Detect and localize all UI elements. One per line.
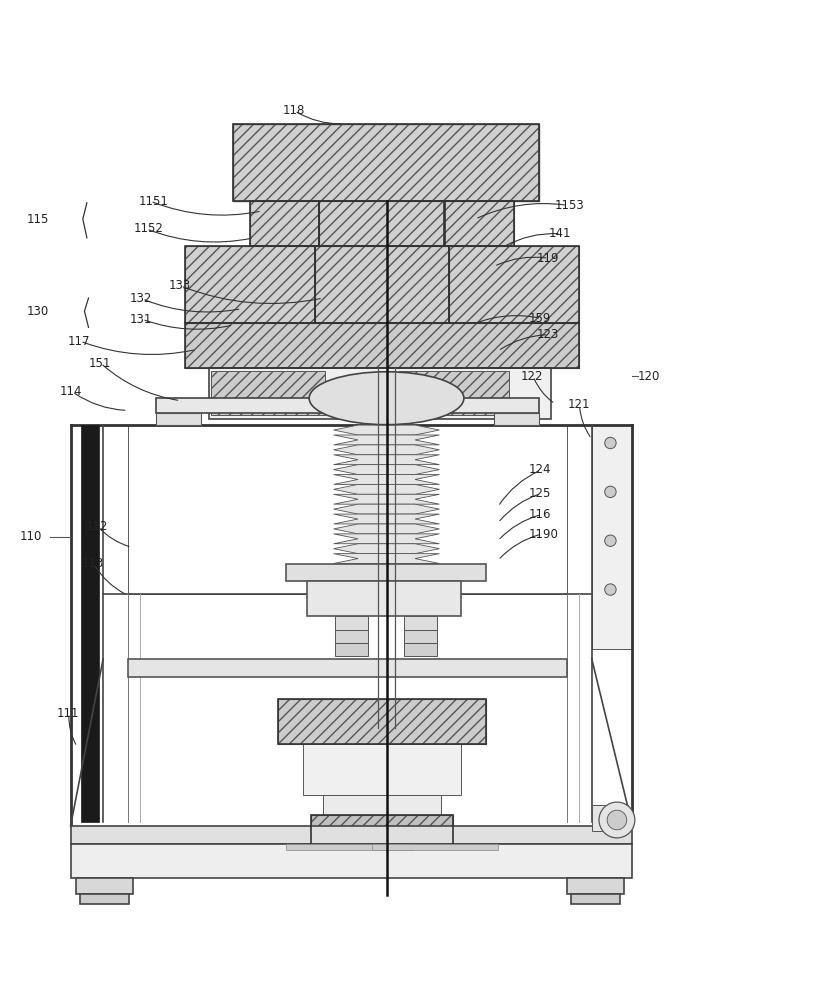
Bar (592, 805, 628, 831)
Bar (185, 246, 315, 323)
Polygon shape (333, 484, 440, 494)
Bar (323, 795, 441, 815)
Text: 113: 113 (81, 557, 104, 570)
Text: 121: 121 (567, 398, 590, 411)
Polygon shape (333, 524, 440, 534)
Bar (372, 844, 498, 850)
Bar (315, 246, 449, 323)
Text: 132: 132 (130, 292, 153, 305)
Bar (571, 894, 620, 904)
Text: 130: 130 (26, 305, 49, 318)
Bar (449, 246, 579, 323)
Text: 122: 122 (521, 370, 543, 383)
Bar (399, 371, 509, 415)
Bar (70, 844, 632, 878)
Text: 131: 131 (130, 313, 153, 326)
Text: 118: 118 (283, 104, 305, 117)
Polygon shape (333, 504, 440, 514)
Polygon shape (333, 445, 440, 455)
Bar (80, 894, 129, 904)
Bar (319, 201, 445, 246)
Bar (404, 630, 437, 643)
Bar (279, 699, 486, 744)
Text: 119: 119 (536, 252, 559, 265)
Bar (335, 616, 368, 630)
Polygon shape (333, 544, 440, 554)
Bar (567, 878, 624, 894)
Bar (302, 744, 462, 795)
Circle shape (599, 802, 635, 838)
Bar (310, 815, 453, 849)
Text: 1190: 1190 (529, 528, 559, 541)
Text: 141: 141 (548, 227, 571, 240)
Polygon shape (333, 554, 440, 564)
Bar (444, 201, 514, 246)
Bar (185, 246, 315, 323)
Polygon shape (333, 465, 440, 475)
Polygon shape (333, 494, 440, 504)
Bar (209, 368, 551, 419)
Text: 1153: 1153 (555, 199, 585, 212)
Bar (404, 643, 437, 656)
Bar (315, 246, 449, 323)
Circle shape (605, 486, 616, 498)
Bar (234, 124, 538, 201)
Bar (592, 425, 632, 649)
Bar (250, 201, 319, 246)
Text: 114: 114 (60, 385, 83, 398)
Text: 151: 151 (88, 357, 111, 370)
Ellipse shape (309, 372, 464, 425)
Polygon shape (333, 514, 440, 524)
Bar (156, 398, 538, 413)
Text: 124: 124 (529, 463, 551, 476)
Bar (404, 616, 437, 630)
Circle shape (607, 810, 627, 830)
Text: 1151: 1151 (138, 195, 168, 208)
Bar (279, 699, 486, 744)
Bar (449, 246, 579, 323)
Bar (70, 826, 632, 844)
Bar (212, 371, 325, 415)
Bar (494, 413, 538, 425)
Bar (156, 413, 201, 425)
Polygon shape (333, 425, 440, 435)
Text: 111: 111 (56, 707, 79, 720)
Text: 115: 115 (26, 213, 49, 226)
Circle shape (605, 437, 616, 449)
Polygon shape (333, 475, 440, 484)
Bar (234, 124, 538, 201)
Polygon shape (333, 534, 440, 544)
Text: 120: 120 (638, 370, 660, 383)
Text: 110: 110 (20, 530, 42, 543)
Bar (306, 581, 462, 616)
Text: 125: 125 (529, 487, 551, 500)
Circle shape (605, 584, 616, 595)
Text: 133: 133 (168, 279, 190, 292)
Bar (444, 201, 514, 246)
Text: 112: 112 (85, 520, 108, 533)
Bar (335, 630, 368, 643)
Bar (76, 878, 133, 894)
Text: 159: 159 (529, 312, 551, 325)
Bar (127, 659, 567, 677)
Bar (319, 201, 445, 246)
Text: 123: 123 (536, 328, 559, 341)
Bar (185, 323, 579, 368)
Bar (127, 425, 567, 594)
Text: 1152: 1152 (134, 222, 164, 235)
Bar (335, 643, 368, 656)
Bar (287, 844, 413, 850)
Polygon shape (333, 435, 440, 445)
Polygon shape (333, 455, 440, 465)
Bar (185, 323, 579, 368)
Text: 116: 116 (529, 508, 551, 521)
Bar (310, 815, 453, 849)
Bar (287, 564, 486, 581)
Text: 117: 117 (68, 335, 91, 348)
Circle shape (605, 535, 616, 546)
Bar (250, 201, 319, 246)
Bar (81, 425, 99, 822)
